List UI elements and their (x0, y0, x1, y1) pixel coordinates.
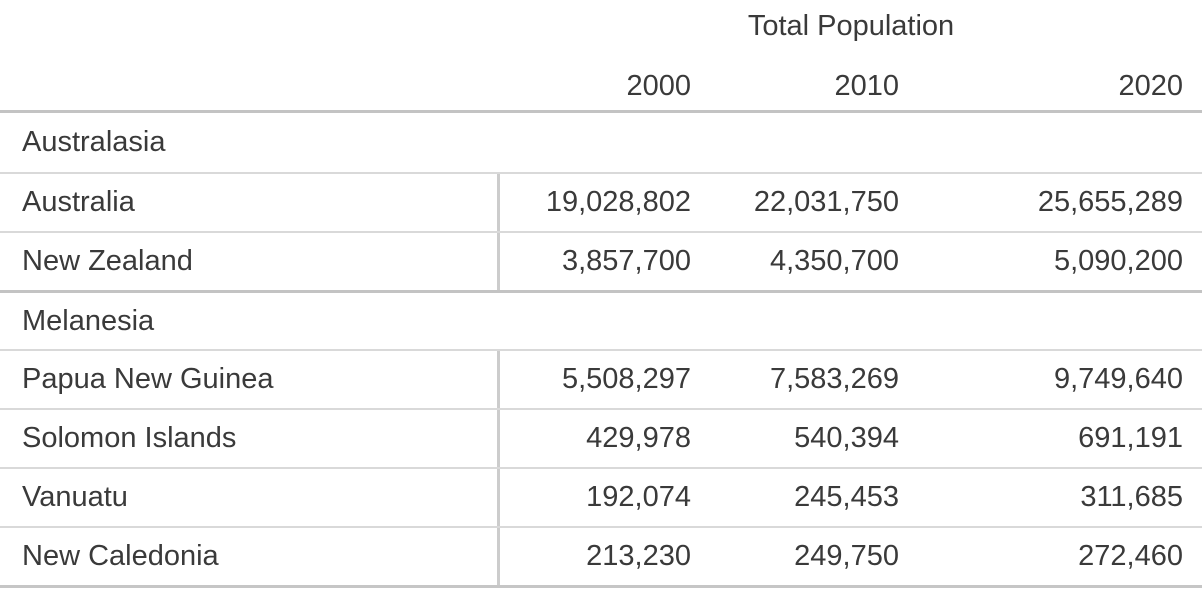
value-2020: 9,749,640 (1053, 363, 1183, 395)
value-2010: 22,031,750 (753, 186, 899, 218)
group-label: Melanesia (22, 304, 155, 337)
value-2000: 213,230 (586, 540, 691, 572)
value-2010: 4,350,700 (769, 245, 899, 277)
column-header-2020: 2020 (1118, 70, 1183, 102)
value-2000: 19,028,802 (545, 186, 691, 218)
value-2000: 3,857,700 (561, 245, 691, 277)
value-2020: 272,460 (1078, 540, 1183, 572)
column-header-empty (0, 52, 500, 110)
column-header-2000: 2000 (626, 70, 691, 102)
table-row-vanuatu: Vanuatu 192,074 245,453 311,685 (0, 467, 1202, 526)
row-label: Australia (0, 174, 500, 231)
value-2000: 5,508,297 (561, 363, 691, 395)
value-2010: 540,394 (794, 422, 899, 454)
table-row-papua-new-guinea: Papua New Guinea 5,508,297 7,583,269 9,7… (0, 349, 1202, 408)
row-label: Solomon Islands (0, 410, 500, 467)
spanner-empty-cell (0, 0, 500, 52)
row-label: Vanuatu (0, 469, 500, 526)
table-row-new-caledonia: New Caledonia 213,230 249,750 272,460 (0, 526, 1202, 585)
value-2020: 25,655,289 (1037, 186, 1183, 218)
group-header-australasia: Australasia (0, 113, 1202, 172)
spanner-row: Total Population (0, 0, 1202, 52)
table-row-australia: Australia 19,028,802 22,031,750 25,655,2… (0, 172, 1202, 231)
value-2010: 7,583,269 (769, 363, 899, 395)
value-2000: 429,978 (586, 422, 691, 454)
table-row-new-zealand: New Zealand 3,857,700 4,350,700 5,090,20… (0, 231, 1202, 290)
value-2020: 311,685 (1080, 481, 1183, 513)
table-row-solomon-islands: Solomon Islands 429,978 540,394 691,191 (0, 408, 1202, 467)
value-2020: 691,191 (1078, 422, 1183, 454)
column-header-2010: 2010 (834, 70, 899, 102)
row-label: Papua New Guinea (0, 351, 500, 408)
group-label: Australasia (22, 126, 166, 158)
table-body: Australasia Australia 19,028,802 22,031,… (0, 113, 1202, 588)
spanner-title: Total Population (747, 9, 955, 42)
row-label: New Caledonia (0, 528, 500, 585)
row-label: New Zealand (0, 233, 500, 290)
value-2000: 192,074 (586, 481, 691, 513)
table-header: Total Population 2000 2010 2020 (0, 0, 1202, 113)
column-header-row: 2000 2010 2020 (0, 52, 1202, 110)
value-2010: 249,750 (794, 540, 899, 572)
value-2020: 5,090,200 (1053, 245, 1183, 277)
value-2010: 245,453 (794, 481, 899, 513)
group-header-melanesia: Melanesia (0, 290, 1202, 349)
